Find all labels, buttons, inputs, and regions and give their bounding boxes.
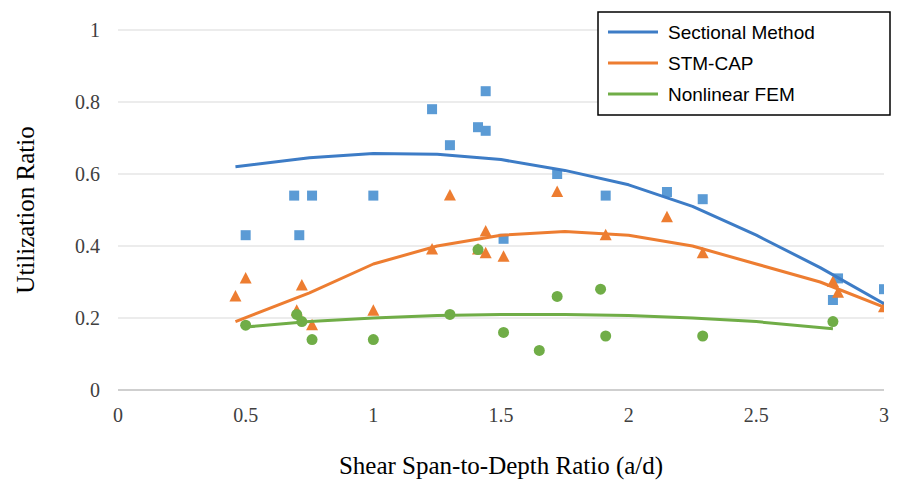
point xyxy=(427,104,437,114)
legend: Sectional Method STM-CAP Nonlinear FEM xyxy=(598,12,890,115)
point xyxy=(368,191,378,201)
y-axis-title: Utilization Ratio xyxy=(12,126,39,293)
point xyxy=(481,86,491,96)
x-tick-label: 2 xyxy=(624,404,634,426)
y-tick-label: 0 xyxy=(90,379,100,401)
x-tick-label: 3 xyxy=(879,404,889,426)
x-tick-label: 1.5 xyxy=(489,404,514,426)
point xyxy=(307,334,318,345)
point xyxy=(827,316,838,327)
plot-area xyxy=(229,86,884,356)
point xyxy=(368,334,379,345)
point xyxy=(294,230,304,240)
point xyxy=(600,331,611,342)
grid-line xyxy=(118,390,884,391)
point xyxy=(296,279,308,291)
y-tick-label: 0.4 xyxy=(75,235,100,257)
legend-swatch xyxy=(608,93,658,96)
x-tick-label: 0.5 xyxy=(233,404,258,426)
x-tick-label: 1 xyxy=(368,404,378,426)
x-tick-label: 0 xyxy=(113,404,123,426)
point xyxy=(473,244,484,255)
x-axis-title: Shear Span-to-Depth Ratio (a/d) xyxy=(339,452,663,480)
point xyxy=(481,126,491,136)
point xyxy=(445,140,455,150)
x-tick-label: 2.5 xyxy=(744,404,769,426)
chart: 0 0.2 0.4 0.6 0.8 1 0 0.5 1 1.5 2 2.5 3 Shear Span-to… xyxy=(0,0,900,489)
legend-label: Nonlinear FEM xyxy=(668,84,795,105)
y-tick-label: 0.8 xyxy=(75,91,100,113)
point xyxy=(661,211,673,223)
point xyxy=(444,189,456,201)
point xyxy=(472,243,484,255)
point xyxy=(698,194,708,204)
point xyxy=(697,331,708,342)
y-tick-label: 1 xyxy=(90,19,100,41)
point xyxy=(307,191,317,201)
trend-line xyxy=(235,232,884,322)
point xyxy=(879,284,884,294)
grid-line xyxy=(118,246,884,247)
trend-line xyxy=(246,314,833,328)
point xyxy=(552,291,563,302)
x-axis-line xyxy=(118,390,884,391)
legend-swatch xyxy=(608,62,658,65)
grid-line xyxy=(118,318,884,319)
point xyxy=(534,345,545,356)
legend-swatch xyxy=(608,31,658,34)
grid-line xyxy=(118,174,884,175)
point xyxy=(601,191,611,201)
point xyxy=(367,304,379,316)
point xyxy=(551,186,563,198)
point xyxy=(498,327,509,338)
legend-label: STM-CAP xyxy=(668,53,754,74)
legend-label: Sectional Method xyxy=(668,22,815,43)
legend-box xyxy=(598,12,890,115)
point xyxy=(595,284,606,295)
y-tick-label: 0.2 xyxy=(75,307,100,329)
y-tick-label: 0.6 xyxy=(75,163,100,185)
point xyxy=(229,290,241,302)
point xyxy=(480,225,492,237)
point xyxy=(289,191,299,201)
point xyxy=(241,230,251,240)
point xyxy=(240,272,252,284)
point xyxy=(498,250,510,261)
